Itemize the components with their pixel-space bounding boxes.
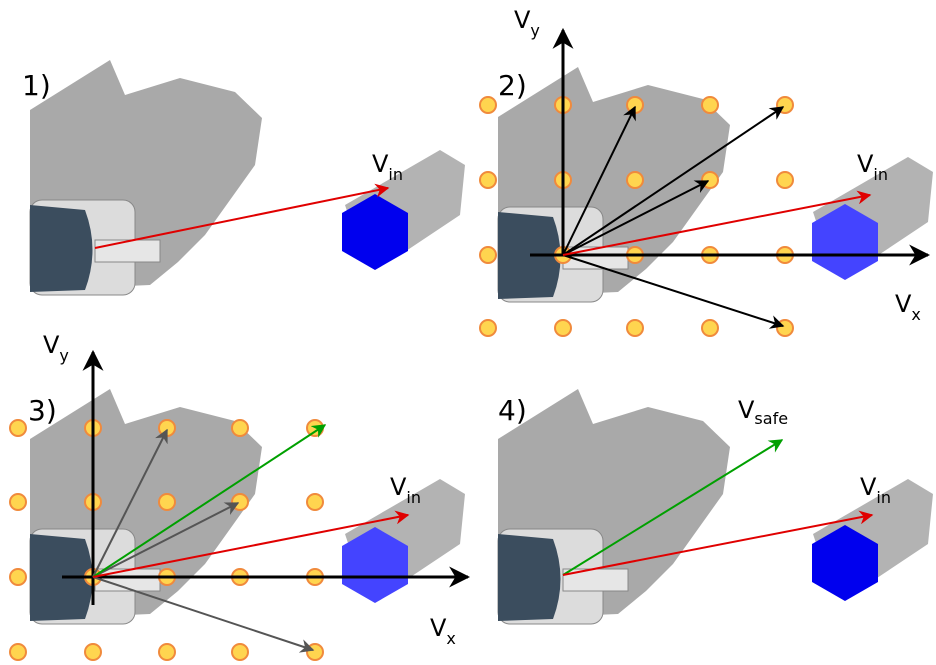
- v: V: [514, 6, 531, 34]
- panel-label: 2): [498, 69, 527, 102]
- vector-label: Vin: [390, 473, 421, 507]
- axis-label: Vy: [43, 331, 69, 365]
- sub: in: [873, 165, 888, 184]
- sub: in: [388, 165, 403, 184]
- panel-1: 1) Vin: [22, 60, 465, 295]
- axis-label: Vx: [895, 290, 921, 324]
- panel-4: 4) Vsafe Vin: [498, 389, 933, 624]
- panel-3: 3) Vy Vin Vx: [10, 331, 468, 660]
- vector-label: Vin: [860, 473, 891, 507]
- vector-label: Vin: [372, 150, 403, 184]
- vector-label: Vin: [857, 150, 888, 184]
- v: V: [430, 614, 447, 642]
- v: V: [372, 150, 389, 178]
- sub: x: [446, 629, 455, 648]
- panel-label: 3): [28, 394, 57, 427]
- v: V: [390, 473, 407, 501]
- sub: in: [406, 488, 421, 507]
- sub: x: [911, 305, 920, 324]
- sub: y: [530, 21, 539, 40]
- vector-label: Vsafe: [738, 396, 788, 428]
- panel-2: 2) Vy Vin Vx: [480, 6, 933, 336]
- v: V: [895, 290, 912, 318]
- diagram: 1) Vin 2) Vy Vin Vx 3) Vy Vin Vx: [0, 0, 936, 665]
- v: V: [860, 473, 877, 501]
- sub: y: [59, 346, 68, 365]
- v: V: [738, 396, 755, 424]
- axis-label: Vy: [514, 6, 540, 40]
- sub: safe: [754, 409, 788, 428]
- panel-label: 4): [498, 394, 527, 427]
- panel-label: 1): [22, 69, 51, 102]
- v: V: [43, 331, 60, 359]
- sub: in: [876, 488, 891, 507]
- axis-label: Vx: [430, 614, 456, 648]
- v: V: [857, 150, 874, 178]
- scene: [498, 389, 933, 624]
